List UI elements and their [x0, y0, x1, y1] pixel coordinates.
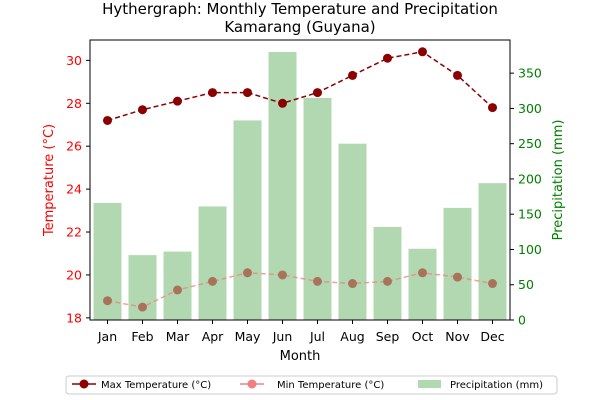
max-temp-point-may [243, 88, 252, 98]
x-axis-ticks: Jan Feb Mar Apr May Jun Jul Aug Sep Oct Nov Dec [97, 320, 505, 344]
max-temp-point-aug [348, 70, 357, 80]
precip-bar-jul [303, 97, 332, 320]
right-tick-label-50: 50 [518, 277, 534, 292]
precip-bar-jun [268, 51, 297, 320]
temperature-lines [103, 47, 497, 312]
min-temp-point-sep [383, 276, 392, 286]
legend: Max Temperature (°C) Min Temperature (°C… [65, 375, 558, 395]
max-temp-point-nov [453, 70, 462, 80]
precip-bar-nov [443, 207, 472, 320]
right-tick-label-150: 150 [518, 207, 542, 222]
legend-min-marker [247, 379, 257, 389]
x-axis-label: Month [280, 349, 321, 364]
left-axis-ticks: 18 20 22 24 26 28 30 [66, 53, 90, 325]
right-tick-label-100: 100 [518, 242, 542, 257]
plot-frame [89, 39, 511, 321]
max-temp-point-feb [138, 105, 147, 115]
max-temp-point-jun [278, 98, 287, 108]
max-temp-point-jan [103, 115, 112, 125]
x-tick-label-jun: Jun [272, 329, 293, 344]
max-temp-point-dec [488, 103, 497, 113]
left-tick-label-30: 30 [66, 53, 82, 68]
legend-precip-swatch [418, 380, 441, 388]
x-tick-label-jul: Jul [309, 329, 325, 344]
precip-bar-sep [373, 226, 402, 320]
right-tick-label-0: 0 [518, 313, 526, 328]
max-temp-point-mar [173, 96, 182, 106]
x-tick-label-apr: Apr [202, 329, 224, 344]
min-temp-point-jun [278, 270, 287, 280]
left-axis-label: Temperature (°C) [42, 124, 57, 237]
min-temp-point-apr [208, 276, 217, 286]
left-tick-label-26: 26 [66, 139, 82, 154]
x-tick-label-feb: Feb [131, 329, 153, 344]
x-tick-label-sep: Sep [376, 329, 400, 344]
min-temp-point-nov [453, 272, 462, 282]
right-tick-label-300: 300 [518, 101, 542, 116]
max-temp-line [107, 51, 494, 122]
right-tick-label-200: 200 [518, 171, 542, 186]
min-temp-point-dec [488, 279, 497, 289]
left-tick-label-20: 20 [66, 267, 82, 282]
x-tick-label-jan: Jan [97, 329, 117, 344]
precip-bar-aug [338, 143, 367, 320]
legend-max-label: Max Temperature (°C) [101, 380, 211, 391]
min-temp-point-oct [418, 268, 427, 278]
right-tick-label-350: 350 [518, 66, 542, 81]
min-temp-point-aug [348, 279, 357, 289]
precip-bar-oct [408, 248, 437, 320]
max-temp-point-sep [383, 53, 392, 63]
right-axis-label: Precipitation (mm) [551, 120, 566, 241]
min-temp-line [107, 272, 493, 308]
legend-max-marker [79, 379, 89, 389]
right-axis-ticks: 0 50 100 150 200 250 300 350 [510, 66, 542, 328]
precip-bar-apr [198, 206, 227, 320]
min-temp-point-mar [173, 285, 182, 295]
right-tick-label-250: 250 [518, 136, 542, 151]
precip-bar-dec [478, 183, 507, 320]
left-tick-label-18: 18 [66, 310, 82, 325]
x-tick-label-nov: Nov [445, 329, 470, 344]
x-tick-label-oct: Oct [412, 329, 434, 344]
chart-title-line1: Hythergraph: Monthly Temperature and Pre… [102, 0, 498, 18]
min-temp-point-may [243, 268, 252, 278]
min-temp-point-jan [103, 296, 112, 306]
legend-min-label: Min Temperature (°C) [277, 380, 384, 391]
left-tick-label-24: 24 [66, 182, 82, 197]
precip-bar-may [233, 120, 262, 321]
max-temp-point-apr [208, 88, 217, 98]
chart-title-line2: Kamarang (Guyana) [224, 18, 375, 36]
x-tick-label-may: May [235, 329, 261, 344]
x-tick-label-mar: Mar [166, 329, 190, 344]
x-tick-label-aug: Aug [340, 329, 364, 344]
legend-precip-label: Precipitation (mm) [450, 380, 543, 391]
precipitation-bars [93, 51, 507, 321]
max-temp-point-jul [313, 88, 322, 98]
min-temp-point-jul [313, 276, 322, 286]
x-tick-label-dec: Dec [480, 329, 504, 344]
left-tick-label-28: 28 [66, 96, 82, 111]
left-tick-label-22: 22 [66, 225, 82, 240]
max-temp-point-oct [418, 47, 427, 57]
min-temp-point-feb [138, 302, 147, 312]
